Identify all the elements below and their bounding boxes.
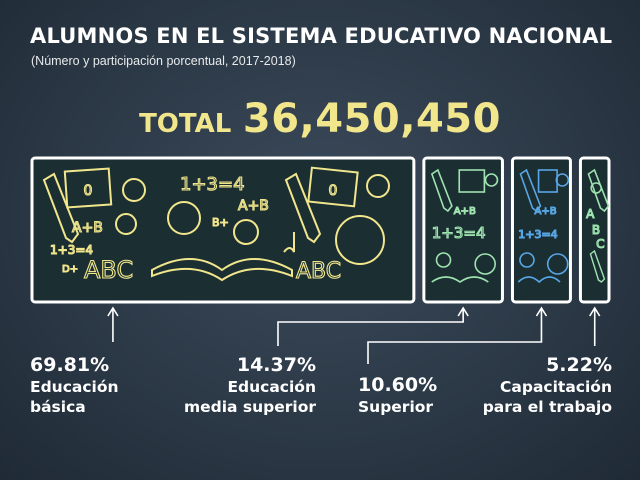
book-icon-2 xyxy=(517,276,561,284)
label-capacitacion: 5.22% Capacitación para el trabajo xyxy=(470,353,612,417)
panel-superior: A+B 1+3=4 xyxy=(510,156,572,304)
calculator-icon xyxy=(63,167,113,209)
bar-media-superior xyxy=(422,156,504,304)
doodle-ab-2: A+B xyxy=(238,198,269,214)
connector-superior xyxy=(367,308,543,364)
total-label: TOTAL xyxy=(139,109,232,139)
globe-icon-1 xyxy=(435,252,452,268)
apple-icon-2 xyxy=(555,173,570,187)
chart-title: ALUMNOS EN EL SISTEMA EDUCATIVO NACIONAL xyxy=(30,24,613,48)
apple-icon-2 xyxy=(366,174,390,198)
pencil-icon-3 xyxy=(587,168,610,213)
cat-media-superior-line2: media superior xyxy=(183,398,316,416)
chart-subtitle: (Número y participación porcentual, 2017… xyxy=(31,54,296,68)
calculator-display-2: 0 xyxy=(329,183,338,199)
cat-educacion-basica-line2: básica xyxy=(30,398,86,416)
doodle-ab-2: A+B xyxy=(534,206,556,217)
arrow-capacitacion xyxy=(589,306,601,317)
apple-icon xyxy=(122,178,146,202)
pencil-icon-2 xyxy=(284,172,322,244)
doodle-eq-top: 1+3=4 xyxy=(180,174,245,195)
doodle-ab-1: A+B xyxy=(454,206,476,217)
label-media-superior: 14.37% Educación media superior xyxy=(170,353,316,417)
cat-capacitacion-line2: para el trabajo xyxy=(482,398,612,416)
panels-group: 0A+B1+3=4ABCD+1+3=4A+BB+0ABCA+B1+3=4A+B1… xyxy=(30,156,611,304)
ball-icon-1 xyxy=(474,253,496,275)
globe-icon xyxy=(167,201,201,235)
bar-capacitacion xyxy=(578,156,611,304)
cat-media-superior-line1: Educación xyxy=(227,378,316,396)
connectors-group xyxy=(107,306,601,364)
doodle-dplus: D+ xyxy=(62,264,78,275)
pencil-small-icon-3 xyxy=(589,249,606,283)
book-icon xyxy=(151,258,293,282)
lightbulb-icon-3 xyxy=(590,182,602,194)
lightbulb-icon xyxy=(115,213,137,235)
doodle-abc: ABC xyxy=(84,256,133,284)
doodle-ab: A+B xyxy=(72,220,103,236)
doodle-eq: 1+3=4 xyxy=(50,243,93,257)
book-icon-1 xyxy=(431,276,489,283)
pct-superior: 10.60% xyxy=(358,374,438,396)
total-row: TOTAL 36,450,450 xyxy=(0,96,640,142)
calculator-icon-2 xyxy=(307,166,359,208)
label-superior: 10.60% Superior xyxy=(358,373,437,417)
apple-icon-1 xyxy=(484,173,499,187)
ball-icon-2 xyxy=(335,215,385,265)
connector-media-superior xyxy=(277,308,464,346)
doodle-c-3: C xyxy=(596,237,604,251)
doodle-abc-2: ABC xyxy=(296,259,341,284)
cat-capacitacion-line1: Capacitación xyxy=(500,378,612,396)
music-note-icon xyxy=(283,232,295,253)
total-value: 36,450,450 xyxy=(242,96,501,142)
ball-icon-2 xyxy=(546,253,569,275)
arrow-superior xyxy=(535,306,548,317)
panel-media-superior: A+B 1+3=4 xyxy=(422,156,504,304)
label-educacion-basica: 69.81% Educación básica xyxy=(30,353,119,417)
cat-superior: Superior xyxy=(358,398,434,416)
pct-educacion-basica: 69.81% xyxy=(30,354,110,376)
doodle-eq-2: 1+3=4 xyxy=(518,228,557,241)
pct-media-superior: 14.37% xyxy=(236,354,316,376)
pencil-icon xyxy=(42,172,80,244)
doodle-bplus: B+ xyxy=(212,216,229,229)
pencil-icon-1 xyxy=(430,168,453,213)
panel-capacitacion: ABC xyxy=(578,156,611,304)
pct-capacitacion: 5.22% xyxy=(546,354,612,376)
arrow-media-superior xyxy=(457,306,469,317)
globe-icon-2 xyxy=(519,252,535,268)
ball-icon xyxy=(233,219,259,245)
bar-educacion-basica xyxy=(30,156,416,304)
doodle-eq-1: 1+3=4 xyxy=(432,224,486,242)
calculator-display: 0 xyxy=(84,183,93,199)
cat-educacion-basica-line1: Educación xyxy=(30,378,119,396)
doodle-a-3: A xyxy=(586,207,595,221)
calculator-icon-1 xyxy=(458,169,486,193)
doodle-b-3: B xyxy=(592,223,600,237)
pencil-icon-2 xyxy=(519,168,542,213)
arrow-educacion-basica xyxy=(107,306,119,317)
